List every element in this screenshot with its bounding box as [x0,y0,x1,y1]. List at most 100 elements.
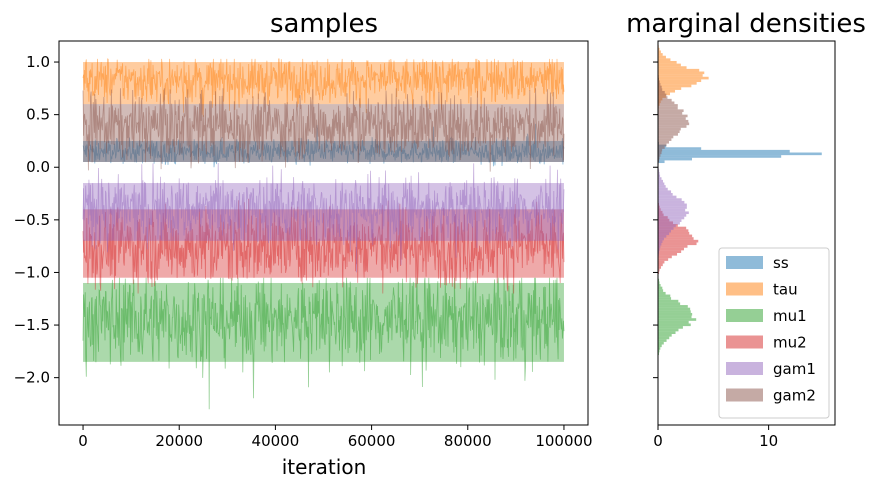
x-tick-label: 40000 [252,432,300,450]
histogram-bar-mu1 [658,310,691,313]
histogram-bar-tau [658,55,666,59]
marginal-densities-panel: marginal densities 0 10 ss tau mu1 mu2 gam1 ga… [626,9,866,450]
histogram-bar-mu1 [658,326,683,329]
histogram-bar-mu1 [658,299,679,303]
histogram-bar-gam2 [658,106,678,110]
histogram-bar-mu1 [658,297,672,300]
histogram-bar-tau [658,47,660,51]
histogram-bar-gam2 [658,140,669,144]
histogram-bar-mu2 [658,245,688,248]
histogram-bar-ss [658,155,782,158]
histogram-bar-mu2 [658,237,694,240]
histogram-bar-gam1 [658,203,687,207]
histogram-bar-mu2 [658,242,697,246]
histogram-bar-mu1 [658,291,666,295]
histogram-bar-tau [658,74,703,77]
histogram-bar-gam1 [658,177,662,180]
histogram-bar-gam1 [658,208,686,212]
histogram-bar-gam1 [658,229,671,233]
histogram-bar-mu1 [658,349,660,353]
histogram-bar-gam2 [658,85,662,89]
y-tick-label: −1.0 [14,263,50,281]
histogram-bar-mu2 [658,271,660,275]
histogram-bar-gam2 [658,127,681,131]
legend-item-gam1: gam1 [726,360,816,378]
histogram-bar-gam2 [658,80,660,84]
histogram-bar-ss [658,152,822,156]
histogram-bar-mu2 [658,252,678,256]
histogram-bar-gam1 [658,214,687,217]
histogram-bar-gam1 [658,232,670,236]
histogram-series-group [658,45,822,356]
histogram-bar-gam1 [658,227,674,230]
legend-label: gam1 [773,360,816,378]
histogram-bar-gam1 [658,174,661,178]
histogram-bar-gam1 [658,237,664,241]
histogram-bar-tau [658,79,702,83]
histogram-bar-mu1 [658,341,664,345]
legend-item-mu2: mu2 [726,334,807,352]
histogram-bar-tau [658,63,681,67]
histogram-bar-gam2 [658,159,660,162]
trace-series-group [82,58,565,410]
histogram-bar-mu2 [658,229,689,232]
histogram-bar-tau [658,53,663,56]
histogram-bar-gam1 [658,171,660,175]
histogram-bar-mu2 [658,258,669,261]
trace-line-mu1 [82,277,565,410]
histogram-bar-tau [658,58,671,61]
histogram-bar-mu2 [658,263,663,267]
histogram-bar-gam2 [658,122,690,126]
histogram-bar-mu1 [658,318,697,321]
histogram-bar-mu1 [658,315,692,319]
histogram-bar-gam1 [658,221,680,225]
histogram-bar-mu1 [658,328,679,332]
histogram-bar-gam2 [658,93,667,97]
legend-label: tau [773,281,798,299]
histogram-bar-gam1 [658,248,660,251]
histogram-bar-mu1 [658,320,689,324]
histogram-bar-mu1 [658,323,691,327]
legend-item-tau: tau [726,281,798,299]
histogram-bar-gam1 [658,235,667,238]
samples-x-ticks: 0 20000 40000 60000 80000 100000 [78,425,593,450]
histogram-bar-ss [658,147,702,150]
histogram-bar-mu1 [658,312,693,316]
histogram-bar-gam1 [658,190,672,194]
histogram-bar-mu1 [658,344,662,348]
histogram-bar-mu2 [658,239,699,243]
densities-plot-frame [657,40,836,426]
legend-label: mu1 [773,307,807,325]
y-tick-label: 0.0 [26,158,50,176]
histogram-bar-mu1 [658,331,676,334]
legend-item-gam2: gam2 [726,387,816,405]
legend-swatch [726,388,763,402]
histogram-bar-gam2 [658,156,660,160]
histogram-bar-gam2 [658,154,661,157]
samples-x-axis-label: iteration [282,455,367,479]
x-tick-label: 0 [78,432,88,450]
histogram-bar-ss [658,157,693,161]
histogram-bar-gam2 [658,148,663,152]
histogram-bar-mu1 [658,302,681,306]
legend-swatch [726,282,763,296]
histogram-bar-mu1 [658,347,661,350]
x-tick-label: 60000 [348,432,396,450]
histogram-bar-gam2 [658,133,678,136]
histogram-bar-gam1 [658,245,661,249]
histogram-bar-gam2 [658,117,686,120]
y-tick-label: −1.5 [14,316,50,334]
histogram-bar-gam1 [658,224,676,228]
histogram-bar-tau [658,76,709,80]
histogram-bar-gam1 [658,179,663,183]
histogram-bar-mu1 [658,336,670,340]
samples-title: samples [270,9,378,39]
legend-label: mu2 [773,334,807,352]
histogram-bar-gam1 [658,193,673,196]
legend-swatch [726,309,763,322]
histogram-gam1 [658,166,689,257]
histogram-bar-mu2 [658,255,672,259]
legend-swatch [726,362,763,375]
histogram-bar-mu1 [658,284,661,287]
legend-swatch [726,335,763,349]
